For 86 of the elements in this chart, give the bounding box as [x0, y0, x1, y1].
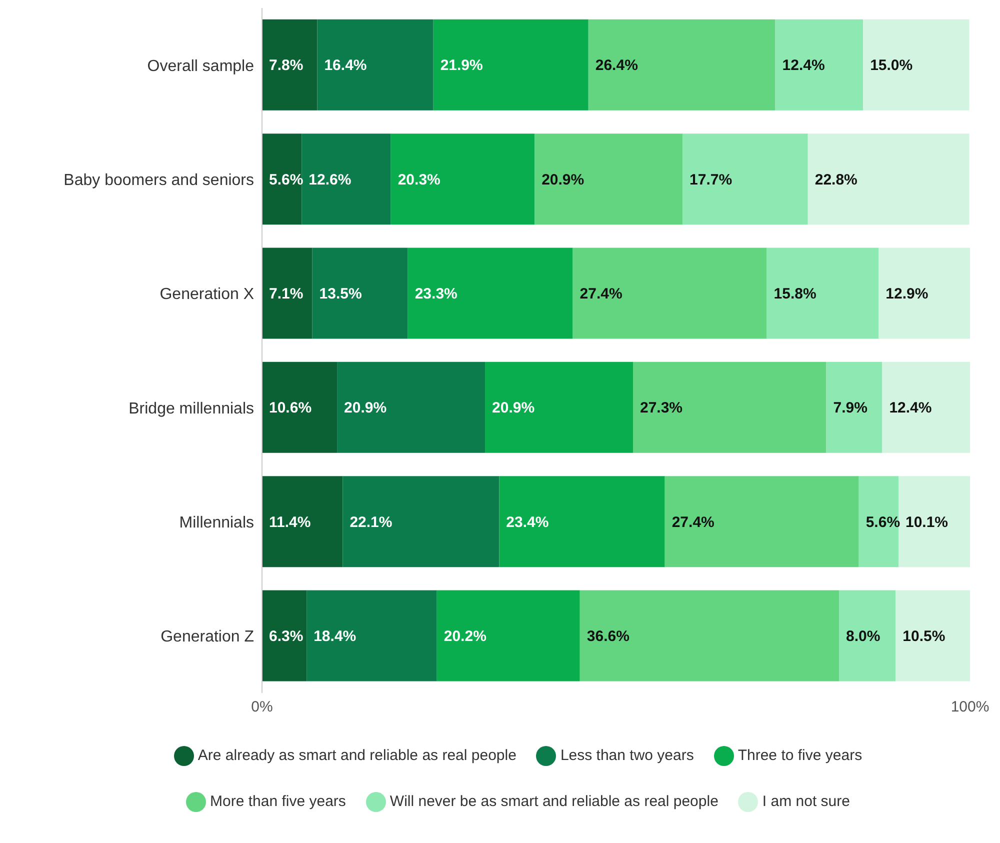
bar — [317, 19, 434, 110]
data-label: 20.9% — [344, 400, 387, 417]
bar — [882, 362, 970, 453]
bar — [839, 590, 896, 682]
data-label: 22.8% — [814, 171, 858, 188]
bar — [312, 248, 408, 339]
bar — [775, 19, 864, 110]
bar — [262, 134, 302, 225]
data-label: 23.4% — [506, 514, 549, 531]
data-label: 5.6% — [269, 171, 304, 188]
data-label: 16.4% — [324, 57, 367, 74]
y-tick-label: Bridge millennials — [128, 400, 254, 418]
data-label: 36.6% — [586, 628, 630, 645]
data-label: 6.3% — [269, 628, 304, 645]
data-label: 7.1% — [269, 286, 304, 302]
bar — [262, 476, 343, 568]
data-label: 15.8% — [774, 286, 816, 302]
bar — [863, 19, 970, 110]
bar — [766, 248, 879, 339]
bar — [499, 476, 665, 568]
bar — [436, 590, 580, 682]
data-label: 8.0% — [846, 628, 880, 645]
bar — [262, 248, 312, 339]
y-tick-label: Millennials — [179, 514, 254, 532]
data-label: 27.4% — [672, 514, 714, 531]
bar — [682, 134, 808, 225]
bar — [896, 590, 970, 682]
y-tick-label: Generation X — [160, 286, 254, 304]
data-label: 7.9% — [833, 400, 868, 417]
bar — [580, 590, 840, 682]
data-label: 12.6% — [308, 171, 352, 188]
y-tick-label: Generation Z — [160, 628, 254, 646]
data-label: 12.4% — [889, 400, 932, 417]
bar — [408, 248, 573, 339]
data-label: 27.4% — [580, 286, 622, 302]
data-label: 10.6% — [269, 400, 312, 417]
bar — [572, 248, 767, 339]
data-label: 20.3% — [398, 171, 440, 188]
legend-label: More than five years — [210, 793, 346, 810]
bar — [808, 134, 970, 225]
data-label: 11.4% — [269, 514, 311, 531]
bar — [262, 19, 318, 110]
bar — [302, 134, 391, 225]
data-label: 20.2% — [444, 628, 486, 645]
x-tick-label: 0% — [251, 698, 273, 716]
data-label: 20.9% — [492, 400, 535, 417]
data-label: 13.5% — [319, 286, 362, 302]
bar — [342, 476, 500, 568]
x-tick-label: 100% — [950, 698, 990, 716]
bar — [632, 362, 826, 453]
bar — [262, 362, 338, 453]
bar — [664, 476, 859, 568]
bar — [858, 476, 898, 568]
data-label: 18.4% — [314, 628, 356, 645]
y-tick-label: Overall sample — [147, 58, 254, 75]
data-label: 12.9% — [886, 286, 928, 302]
data-label: 21.9% — [440, 57, 483, 74]
bar — [898, 476, 970, 568]
data-label: 27.3% — [640, 400, 683, 417]
bar — [337, 362, 486, 453]
data-label: 26.4% — [595, 57, 638, 74]
data-label: 10.1% — [905, 514, 948, 531]
data-label: 22.1% — [350, 514, 392, 531]
bar — [433, 19, 588, 110]
bar — [390, 134, 535, 225]
data-label: 23.3% — [414, 286, 458, 302]
y-tick-label: Baby boomers and seniors — [64, 172, 254, 189]
legend-label: I am not sure — [762, 793, 850, 810]
bar — [826, 362, 882, 453]
bar — [262, 590, 307, 682]
legend-label: Three to five years — [738, 747, 862, 764]
bar — [485, 362, 633, 453]
bar — [588, 19, 776, 110]
data-label: 10.5% — [902, 628, 946, 645]
data-label: 7.8% — [269, 57, 304, 74]
data-label: 15.0% — [870, 57, 913, 74]
data-label: 5.6% — [866, 514, 900, 531]
bar — [878, 248, 970, 339]
bar — [534, 134, 683, 225]
legend-label: Will never be as smart and reliable as real people — [390, 793, 718, 810]
legend-label: Less than two years — [560, 747, 694, 764]
data-label: 17.7% — [690, 171, 732, 188]
data-label: 12.4% — [782, 57, 825, 74]
bar — [306, 590, 437, 682]
data-label: 20.9% — [542, 171, 584, 188]
legend-label: Are already as smart and reliable as real people — [198, 747, 516, 764]
